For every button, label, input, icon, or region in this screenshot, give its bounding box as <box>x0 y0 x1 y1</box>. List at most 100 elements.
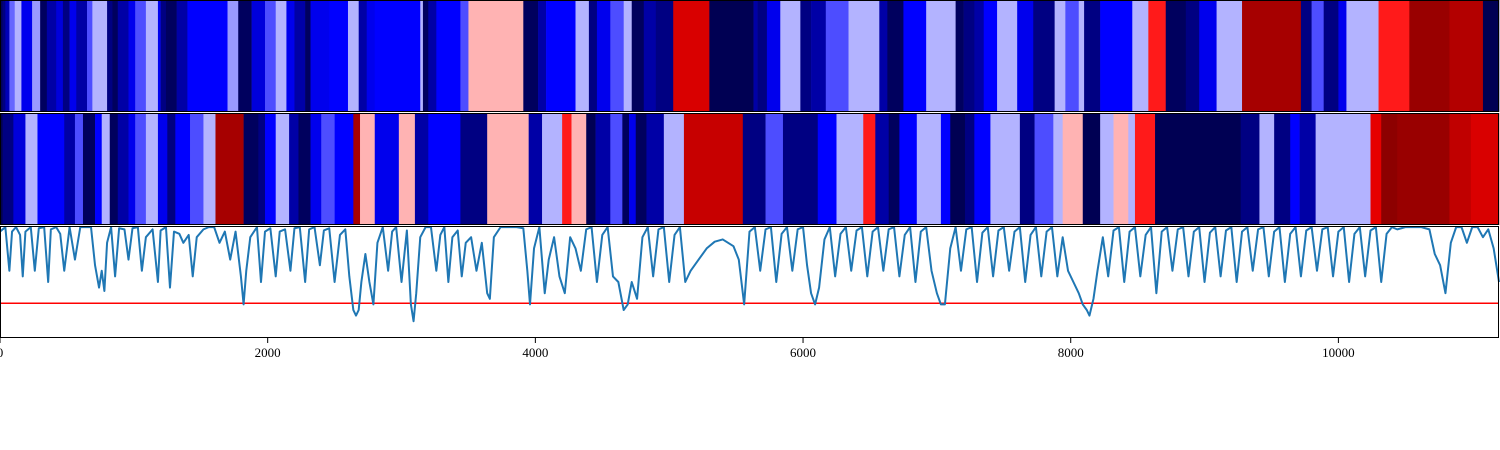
middle-strip-segment-5 <box>64 113 76 225</box>
middle-strip-segment-30 <box>353 113 361 225</box>
middle-strip-segment-41 <box>571 113 587 225</box>
top-strip-segment-0 <box>0 0 3 112</box>
top-strip-segment-73 <box>974 0 985 112</box>
top-strip-segment-99 <box>1482 0 1500 112</box>
top-strip-segment-50 <box>588 0 598 112</box>
top-strip-segment-2 <box>5 0 10 112</box>
middle-strip-segment-77 <box>1259 113 1275 225</box>
middle-strip-segment-21 <box>243 113 259 225</box>
top-strip-segment-36 <box>347 0 359 112</box>
middle-strip-segment-69 <box>1062 113 1084 225</box>
top-strip-segment-38 <box>366 0 376 112</box>
middle-strip-segment-50 <box>683 113 744 225</box>
middle-strip-segment-47 <box>635 113 647 225</box>
middle-strip-segment-1 <box>2 113 14 225</box>
middle-strip-segment-31 <box>360 113 376 225</box>
middle-strip-segment-81 <box>1315 113 1371 225</box>
top-strip-segment-89 <box>1216 0 1243 112</box>
top-strip-segment-71 <box>955 0 964 112</box>
middle-strip-segment-57 <box>875 113 889 225</box>
signal-plot-panel <box>0 226 1500 338</box>
middle-strip-segment-28 <box>321 113 335 225</box>
top-strip-segment-91 <box>1300 0 1312 112</box>
middle-strip-segment-42 <box>586 113 596 225</box>
top-strip-segment-27 <box>238 0 252 112</box>
middle-strip-segment-35 <box>428 113 461 225</box>
middle-strip-segment-34 <box>414 113 429 225</box>
top-strip-segment-43 <box>436 0 461 112</box>
top-strip-segment-49 <box>575 0 590 112</box>
middle-strip-segment-60 <box>916 113 942 225</box>
middle-strip-segment-4 <box>37 113 65 225</box>
top-strip-segment-3 <box>9 0 16 112</box>
x-tick-label-2: 4000 <box>522 345 548 360</box>
x-tick-label-4: 8000 <box>1058 345 1084 360</box>
top-strip-segment-29 <box>265 0 277 112</box>
top-strip-segment-42 <box>428 0 437 112</box>
middle-strip-segment-67 <box>1034 113 1054 225</box>
top-strip-segment-15 <box>107 0 113 112</box>
middle-strip-segment-43 <box>595 113 611 225</box>
top-strip-segment-1 <box>2 0 6 112</box>
middle-strip-segment-3 <box>25 113 38 225</box>
top-strip-segment-60 <box>757 0 768 112</box>
top-strip-segment-53 <box>623 0 633 112</box>
top-strip-segment-45 <box>468 0 524 112</box>
middle-strip-segment-22 <box>258 113 266 225</box>
top-strip-segment-37 <box>358 0 368 112</box>
top-strip-segment-78 <box>1054 0 1066 112</box>
top-strip-segment-70 <box>926 0 956 112</box>
middle-strip-segment-51 <box>742 113 766 225</box>
middle-strip-segment-85 <box>1449 113 1472 225</box>
top-strip-segment-97 <box>1409 0 1450 112</box>
signal-series-line <box>0 226 1500 323</box>
middle-strip-segment-71 <box>1100 113 1114 225</box>
middle-strip-segment-38 <box>528 113 543 225</box>
middle-strip-segment-9 <box>101 113 111 225</box>
top-strip-segment-85 <box>1148 0 1167 112</box>
top-strip-segment-11 <box>69 0 77 112</box>
x-axis: 0 2000 4000 6000 8000 10000 <box>0 338 1355 360</box>
middle-strip-segment-40 <box>562 113 572 225</box>
middle-strip-segment-46 <box>629 113 637 225</box>
top-strip-segment-5 <box>21 0 33 112</box>
middle-strip-segment-78 <box>1274 113 1291 225</box>
top-strip-segment-34 <box>310 0 330 112</box>
top-strip-segment-19 <box>135 0 147 112</box>
panel-frame-1 <box>0 113 1499 225</box>
top-strip-segment-62 <box>780 0 801 112</box>
top-strip-segment-23 <box>165 0 177 112</box>
middle-strip-segment-73 <box>1128 113 1136 225</box>
middle-strip-segment-54 <box>817 113 837 225</box>
middle-strip-segment-26 <box>298 113 311 225</box>
top-strip-segment-18 <box>128 0 136 112</box>
x-tick-label-5: 10000 <box>1322 345 1355 360</box>
top-strip-segment-33 <box>305 0 311 112</box>
top-strip-segment-21 <box>157 0 161 112</box>
middle-strip-segment-53 <box>782 113 819 225</box>
middle-strip-segment-19 <box>203 113 216 225</box>
top-strip-segment-56 <box>655 0 674 112</box>
middle-strip-segment-0 <box>0 113 3 225</box>
top-strip-segment-51 <box>596 0 611 112</box>
middle-strip-segment-79 <box>1290 113 1300 225</box>
top-strip-segment-16 <box>112 0 119 112</box>
top-strip-segment-94 <box>1338 0 1347 112</box>
middle-strip-segment-6 <box>74 113 84 225</box>
top-strip-segment-39 <box>374 0 421 112</box>
top-strip-segment-6 <box>32 0 41 112</box>
top-strip-segment-9 <box>56 0 64 112</box>
top-strip-segment-54 <box>631 0 645 112</box>
middle-strip-segment-82 <box>1370 113 1382 225</box>
top-strip-segment-81 <box>1084 0 1101 112</box>
top-strip-segment-92 <box>1311 0 1324 112</box>
top-strip-segment-88 <box>1199 0 1217 112</box>
middle-strip-segment-33 <box>398 113 416 225</box>
top-strip-segment-13 <box>87 0 93 112</box>
x-tick-label-1: 2000 <box>255 345 281 360</box>
top-strip-segment-79 <box>1065 0 1080 112</box>
middle-strip-segment-13 <box>135 113 147 225</box>
top-strip-segment-66 <box>848 0 880 112</box>
middle-strip-segment-16 <box>167 113 176 225</box>
middle-strip-segment-56 <box>863 113 876 225</box>
